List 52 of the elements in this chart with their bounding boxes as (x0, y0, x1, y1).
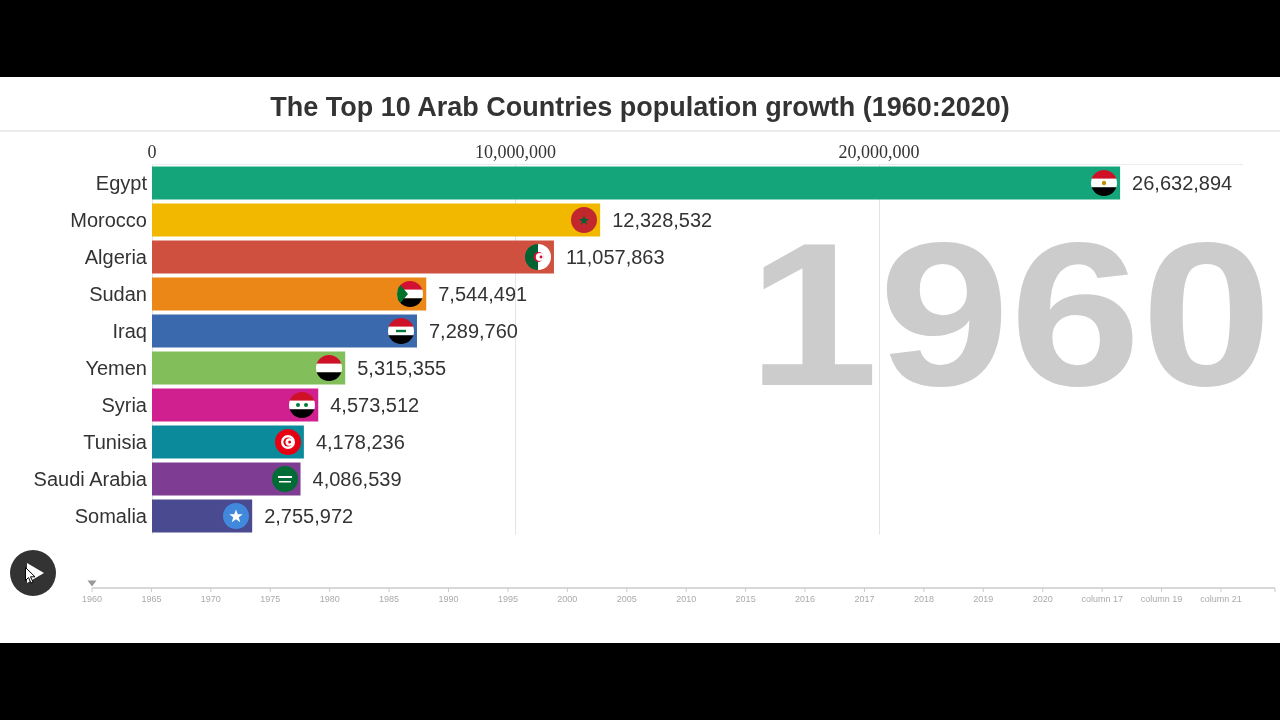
y-tick-label: Somalia (74, 505, 148, 527)
text: 2018 (913, 594, 934, 605)
chart-title: The Top 10 Arab Countries population growth (1960:2020) (270, 91, 1010, 122)
y-tick-label: Syria (101, 394, 148, 416)
text: 1985 (379, 594, 400, 605)
bar (152, 425, 304, 459)
bar (152, 388, 319, 422)
y-tick-label: Tunisia (83, 431, 148, 453)
text: 1970 (200, 594, 221, 605)
text: 1960 (81, 594, 103, 605)
text: 1975 (260, 594, 281, 605)
bar (152, 314, 417, 348)
text: 2000 (557, 594, 578, 605)
data-label: 7,544,491 (438, 283, 528, 305)
data-label: 4,573,512 (330, 394, 420, 416)
text: 2015 (735, 594, 756, 605)
bar (152, 166, 1121, 200)
data-label: 4,178,236 (315, 431, 405, 453)
bar (152, 351, 346, 385)
data-label: 12,328,532 (612, 209, 713, 231)
y-tick-label: Egypt (95, 172, 148, 194)
text: 2005 (616, 594, 637, 605)
y-tick-label: Yemen (85, 357, 147, 379)
data-label: 5,315,355 (357, 357, 447, 379)
bar (152, 240, 554, 274)
x-tick-label: 10,000,000 (475, 141, 556, 162)
text: 1995 (497, 594, 518, 605)
text: 1990 (438, 594, 459, 605)
data-label: 11,057,863 (565, 246, 665, 268)
text: 1980 (319, 594, 340, 605)
y-tick-label: Sudan (89, 283, 147, 305)
data-label: 7,289,760 (428, 320, 518, 342)
data-label: 26,632,894 (1132, 172, 1233, 194)
text: 2017 (854, 594, 875, 605)
y-tick-label: Algeria (84, 246, 148, 268)
y-tick-label: Morocco (70, 209, 147, 231)
text: 2016 (795, 594, 816, 605)
y-tick-label: Iraq (112, 320, 147, 342)
text: 2019 (973, 594, 994, 605)
text: 2010 (676, 594, 697, 605)
text: 1965 (141, 594, 162, 605)
x-tick-label: 20,000,000 (838, 141, 920, 162)
data-label: 2,755,972 (264, 505, 354, 527)
text: column 21 (1200, 594, 1242, 605)
text: 2020 (1032, 594, 1053, 605)
text: column 17 (1081, 594, 1123, 605)
bar (152, 203, 601, 237)
text: column 19 (1140, 594, 1183, 605)
y-tick-label: Saudi Arabia (33, 468, 148, 490)
x-tick-label: 0 (147, 141, 157, 162)
data-label: 4,086,539 (312, 468, 402, 490)
bar (152, 277, 427, 311)
